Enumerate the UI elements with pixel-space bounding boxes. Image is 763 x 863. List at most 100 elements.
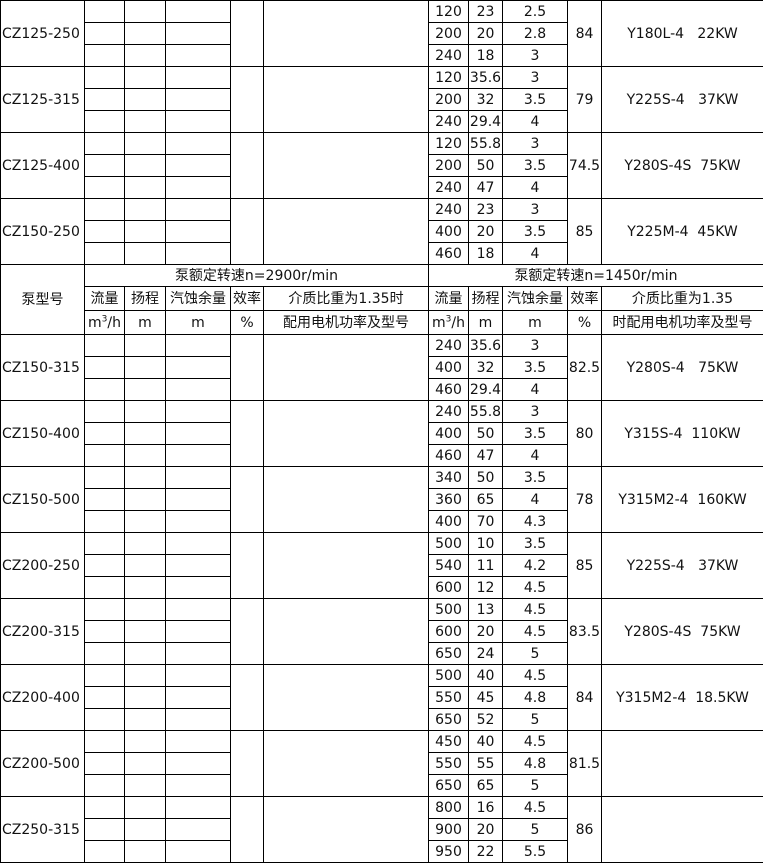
npsh-1450-cell: 5: [503, 775, 568, 797]
npsh-1450-cell: 3.5: [503, 155, 568, 177]
npsh-2900-cell: [166, 423, 231, 445]
npsh-2900-cell: [166, 177, 231, 199]
head-2900-cell: [125, 221, 166, 243]
flow-2900-cell: [85, 731, 125, 753]
flow-1450-cell: 240: [429, 335, 469, 357]
head-1450-cell: 11: [469, 555, 503, 577]
table-header: 泵型号 泵额定转速n=2900r/min 泵额定转速n=1450r/min 流量…: [1, 265, 763, 335]
npsh-1450-cell: 4.8: [503, 687, 568, 709]
flow-2900-cell: [85, 133, 125, 155]
npsh-unit: m: [503, 311, 568, 335]
head-1450-cell: 16: [469, 797, 503, 819]
npsh-2900-cell: [166, 67, 231, 89]
npsh-1450-cell: 5: [503, 709, 568, 731]
motor-2900-cell: [264, 731, 429, 797]
motor-1450-cell: [602, 731, 763, 797]
efficiency-1450-cell: 74.5: [568, 133, 602, 199]
head-1450-cell: 50: [469, 423, 503, 445]
head-1450-cell: 47: [469, 445, 503, 467]
flow-1450-cell: 650: [429, 709, 469, 731]
npsh-1450-cell: 3.5: [503, 221, 568, 243]
npsh-2900-cell: [166, 489, 231, 511]
npsh-1450-cell: 4.5: [503, 797, 568, 819]
pump-model: CZ200-400: [1, 665, 85, 731]
flow-1450-cell: 550: [429, 753, 469, 775]
head-unit: m: [125, 311, 166, 335]
flow-unit: m3/h: [85, 311, 125, 335]
npsh-1450-cell: 4: [503, 177, 568, 199]
flow-2900-cell: [85, 1, 125, 23]
unit-base: m: [88, 315, 102, 331]
npsh-1450-cell: 3: [503, 67, 568, 89]
head-2900-cell: [125, 401, 166, 423]
flow-1450-cell: 120: [429, 1, 469, 23]
efficiency-1450-cell: 80: [568, 401, 602, 467]
head-1450-cell: 50: [469, 467, 503, 489]
flow-2900-cell: [85, 401, 125, 423]
flow-1450-cell: 500: [429, 533, 469, 555]
flow-2900-cell: [85, 599, 125, 621]
head-1450-cell: 23: [469, 199, 503, 221]
head-2900-cell: [125, 665, 166, 687]
flow-2900-cell: [85, 67, 125, 89]
speed-2900-header: 泵额定转速n=2900r/min: [85, 265, 429, 287]
flow-2900-cell: [85, 665, 125, 687]
motor-1450-cell: Y280S-4 75KW: [602, 335, 763, 401]
motor-2900-cell: [264, 335, 429, 401]
efficiency-1450-cell: 81.5: [568, 731, 602, 797]
npsh-1450-cell: 2.8: [503, 23, 568, 45]
flow-1450-cell: 400: [429, 423, 469, 445]
pump-model: CZ200-500: [1, 731, 85, 797]
motor-1450-cell: Y280S-4S 75KW: [602, 599, 763, 665]
motor-1450-cell: Y280S-4S 75KW: [602, 133, 763, 199]
npsh-1450-cell: 3: [503, 335, 568, 357]
flow-2900-cell: [85, 489, 125, 511]
efficiency-1450-cell: 82.5: [568, 335, 602, 401]
motor-2900-cell: [264, 1, 429, 67]
head-1450-cell: 70: [469, 511, 503, 533]
npsh-1450-cell: 4: [503, 111, 568, 133]
flow-1450-cell: 600: [429, 577, 469, 599]
motor-1450-cell: Y180L-4 22KW: [602, 1, 763, 67]
head-2900-cell: [125, 555, 166, 577]
flow-1450-cell: 120: [429, 133, 469, 155]
efficiency-unit: %: [231, 311, 264, 335]
head-1450-cell: 18: [469, 243, 503, 265]
flow-header: 流量: [85, 287, 125, 311]
flow-2900-cell: [85, 533, 125, 555]
flow-1450-cell: 550: [429, 687, 469, 709]
motor-1450-cell: Y225M-4 45KW: [602, 199, 763, 265]
npsh-1450-cell: 5: [503, 643, 568, 665]
flow-2900-cell: [85, 111, 125, 133]
head-2900-cell: [125, 67, 166, 89]
head-1450-cell: 12: [469, 577, 503, 599]
flow-2900-cell: [85, 621, 125, 643]
flow-1450-cell: 240: [429, 401, 469, 423]
head-2900-cell: [125, 1, 166, 23]
head-1450-cell: 35.6: [469, 67, 503, 89]
motor-header-line2: 时配用电机功率及型号: [602, 311, 763, 335]
flow-1450-cell: 200: [429, 23, 469, 45]
flow-2900-cell: [85, 199, 125, 221]
npsh-1450-cell: 2.5: [503, 1, 568, 23]
pump-model: CZ150-250: [1, 199, 85, 265]
head-2900-cell: [125, 111, 166, 133]
head-1450-cell: 13: [469, 599, 503, 621]
flow-1450-cell: 600: [429, 621, 469, 643]
efficiency-2900-cell: [231, 1, 264, 67]
npsh-2900-cell: [166, 155, 231, 177]
head-2900-cell: [125, 357, 166, 379]
flow-1450-cell: 800: [429, 797, 469, 819]
npsh-unit: m: [166, 311, 231, 335]
head-1450-cell: 20: [469, 819, 503, 841]
npsh-header: 汽蚀余量: [166, 287, 231, 311]
motor-header-line1: 介质比重为1.35: [602, 287, 763, 311]
motor-header-line2: 配用电机功率及型号: [264, 311, 429, 335]
head-1450-cell: 47: [469, 177, 503, 199]
head-unit: m: [469, 311, 503, 335]
